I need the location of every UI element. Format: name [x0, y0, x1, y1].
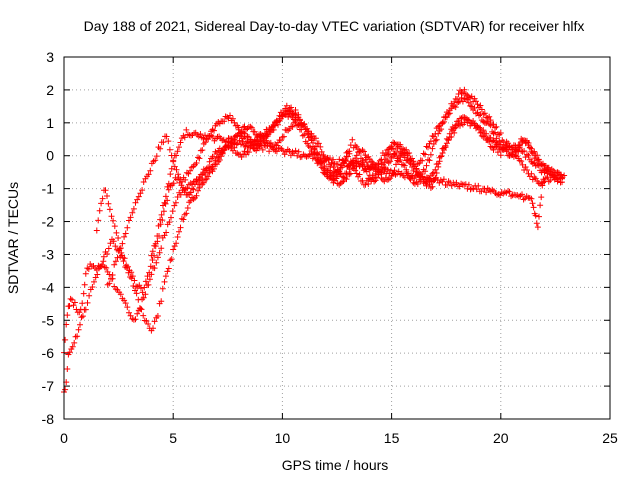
series-trace-5 [148, 126, 548, 259]
x-axis-label: GPS time / hours [282, 457, 389, 473]
grid-lines [64, 57, 610, 419]
y-tick-label: -5 [42, 312, 55, 328]
x-axis-ticks: 0 5 10 15 20 25 [60, 57, 618, 446]
chart-title: Day 188 of 2021, Sidereal Day-to-day VTE… [84, 18, 585, 34]
x-tick-label: 5 [169, 430, 177, 446]
y-tick-label: -3 [42, 246, 55, 262]
plot-frame [63, 56, 611, 420]
series-points [148, 126, 548, 259]
x-tick-label: 15 [384, 430, 400, 446]
x-tick-label: 25 [602, 430, 618, 446]
y-axis-label: SDTVAR / TECUs [5, 182, 21, 294]
y-tick-label: -4 [42, 279, 55, 295]
x-tick-label: 10 [275, 430, 291, 446]
y-axis-ticks: -8 -7 -6 -5 -4 -3 -2 -1 0 1 2 3 [42, 49, 610, 427]
y-tick-label: -6 [42, 345, 55, 361]
y-tick-label: 0 [46, 148, 54, 164]
y-tick-label: -8 [42, 411, 55, 427]
y-tick-label: 2 [46, 82, 54, 98]
y-tick-label: 1 [46, 115, 54, 131]
y-tick-label: -2 [42, 214, 55, 230]
y-tick-label: 3 [46, 49, 54, 65]
x-tick-label: 0 [60, 430, 68, 446]
series-trace-4 [104, 116, 565, 288]
series-points [104, 116, 565, 288]
x-tick-label: 20 [493, 430, 509, 446]
y-tick-label: -1 [42, 181, 55, 197]
y-tick-label: -7 [42, 378, 55, 394]
